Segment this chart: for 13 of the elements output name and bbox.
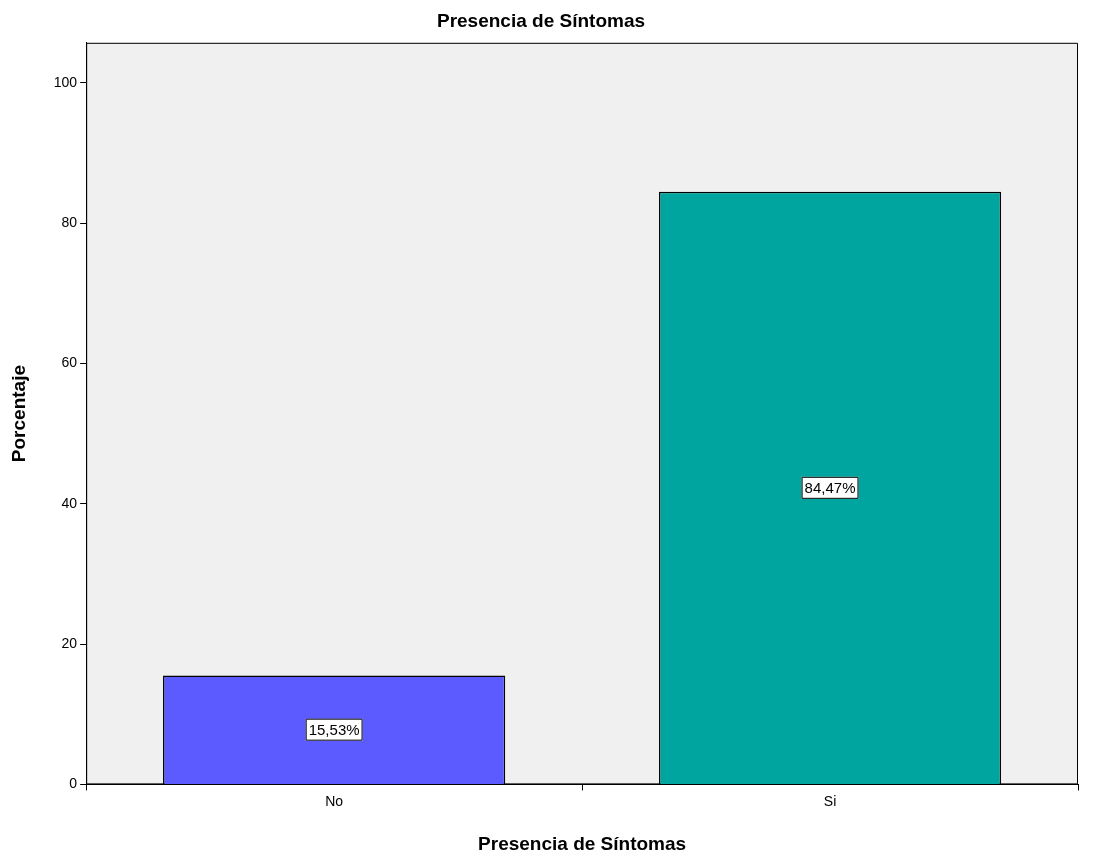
x-tick-label: No [325,792,344,809]
y-tick-label: 100 [53,73,78,90]
y-tick-label: 80 [61,213,78,230]
x-axis-title: Presencia de Síntomas [478,832,687,854]
x-tick-label: Si [823,792,837,809]
y-tick-label: 40 [61,494,78,511]
chart-title: Presencia de Síntomas [436,9,646,31]
y-tick-label: 0 [69,775,78,792]
data-label: 84,47% [804,478,856,496]
y-axis-title: Porcentaje [7,365,29,463]
y-tick-label: 60 [61,354,78,371]
y-tick-label: 20 [61,634,78,651]
data-label: 15,53% [308,720,360,738]
